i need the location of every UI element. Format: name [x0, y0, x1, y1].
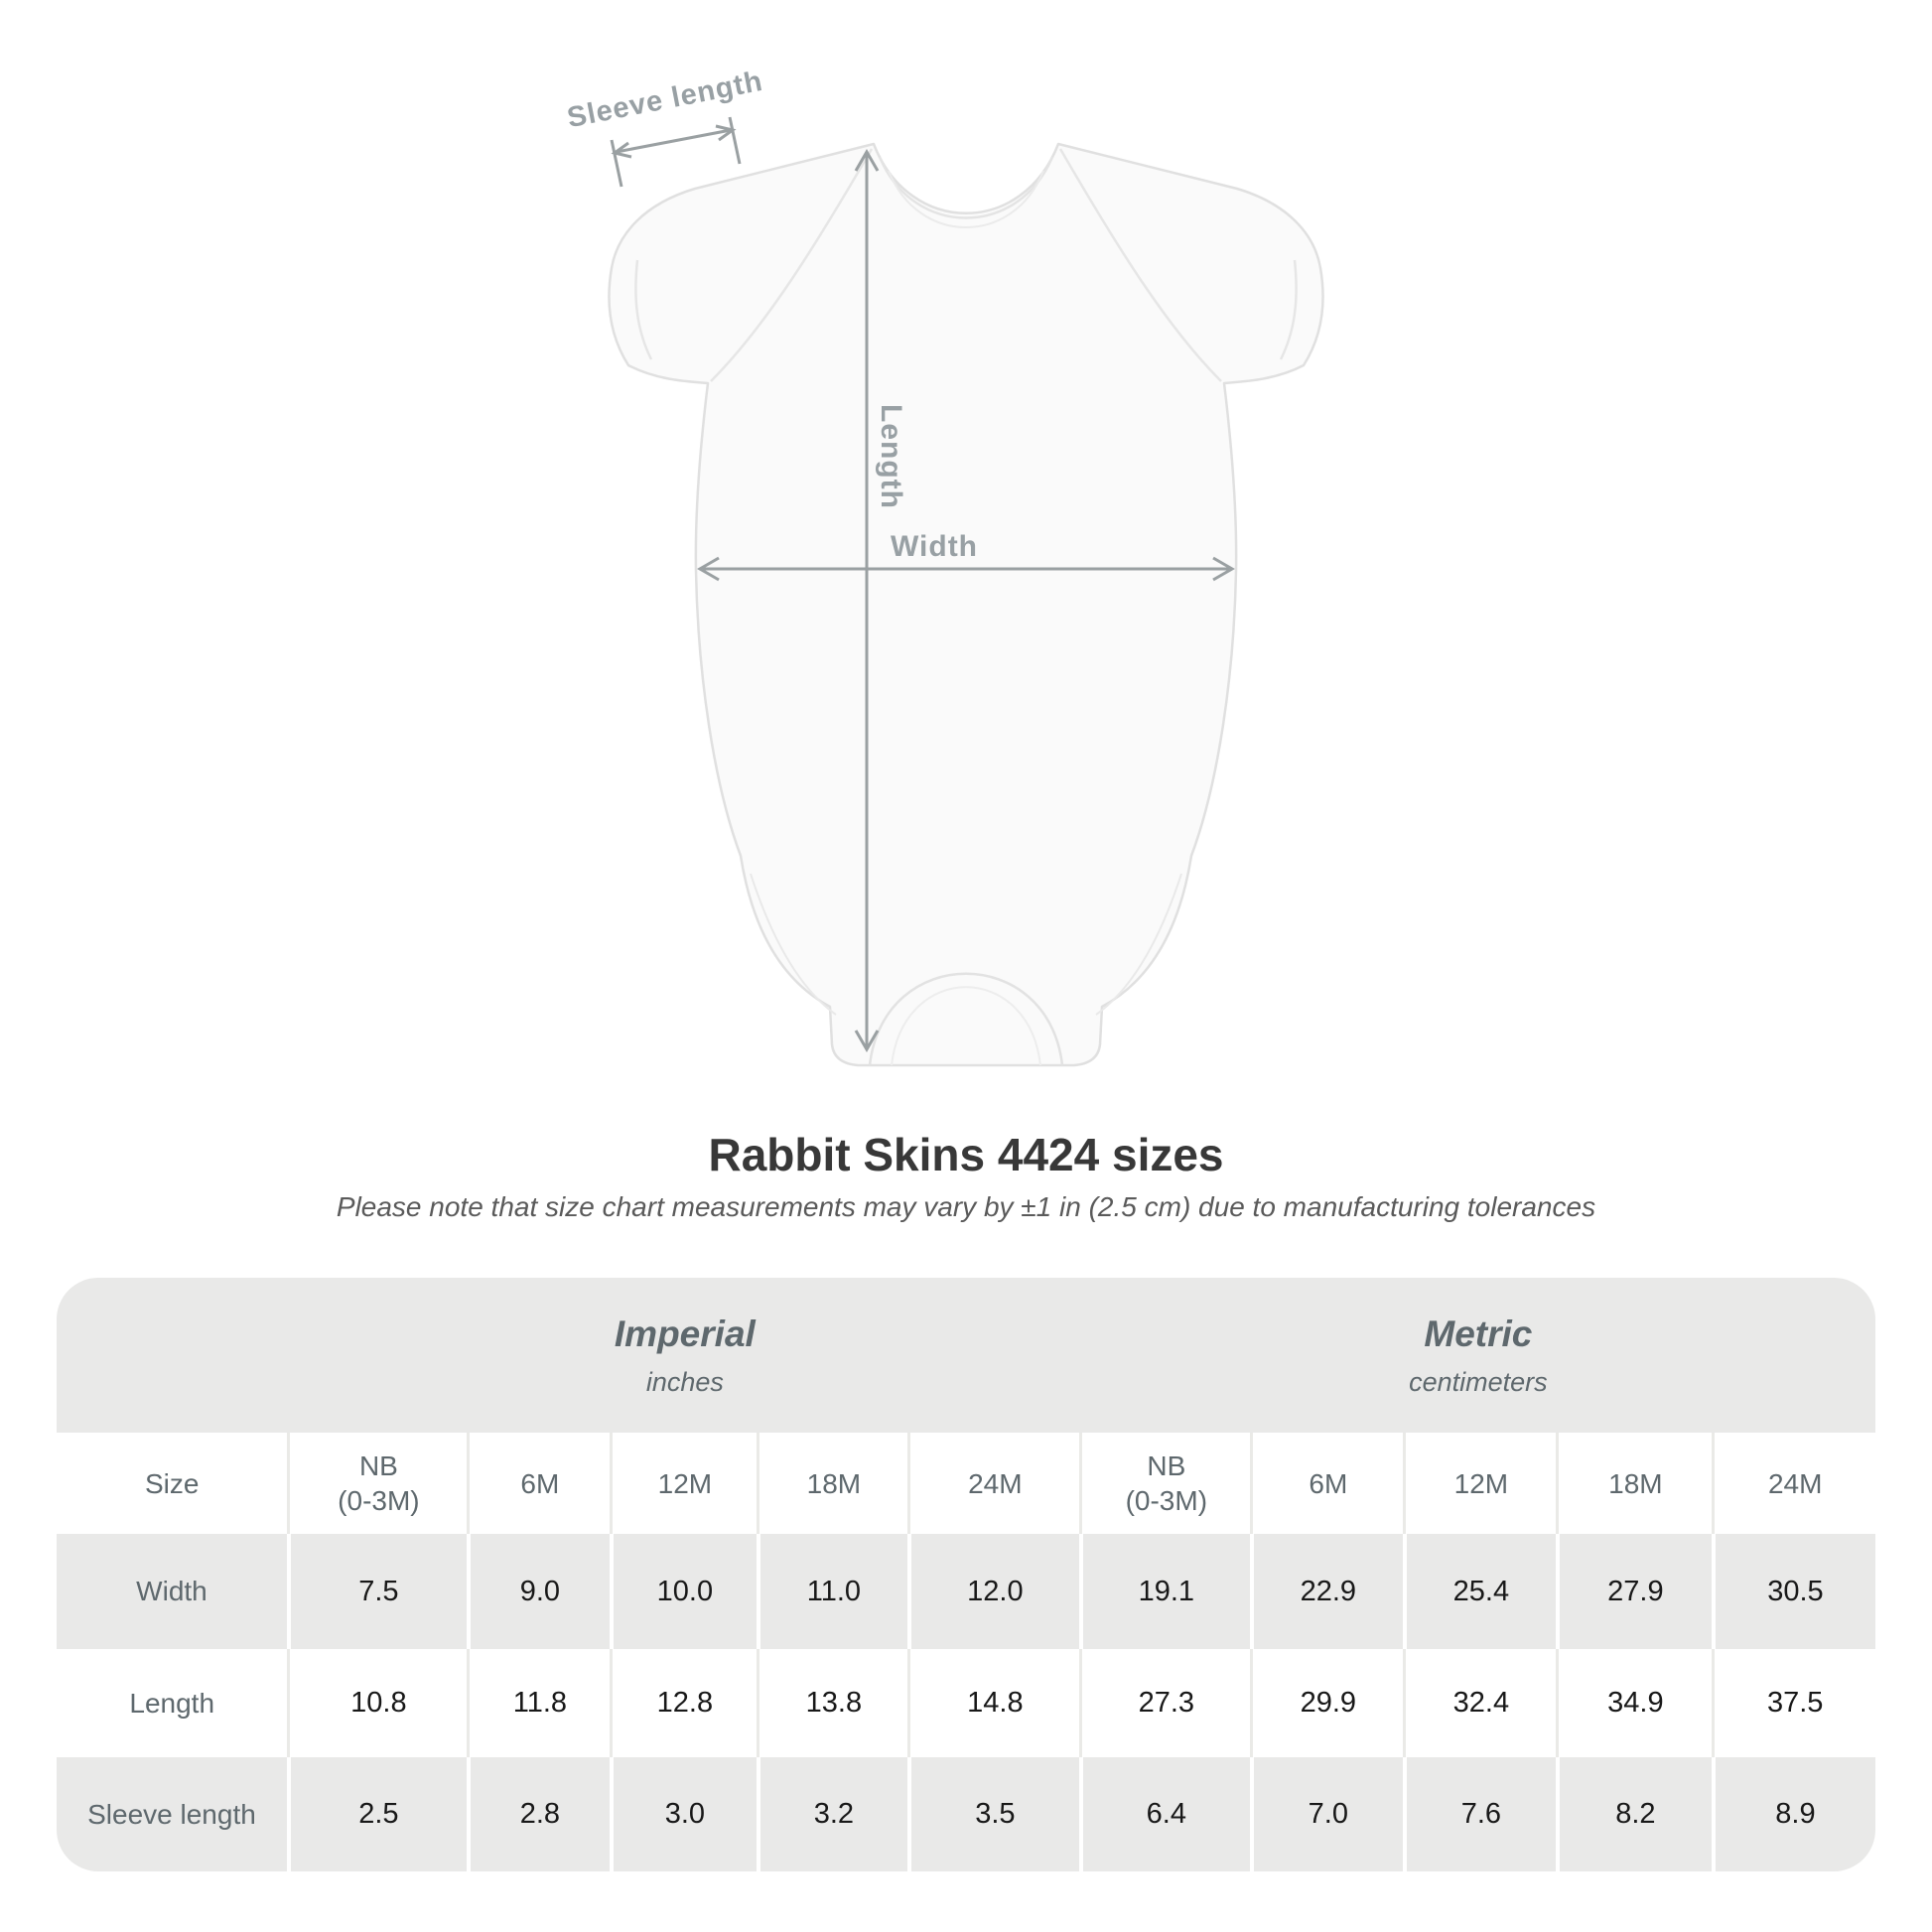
garment-diagram: Sleeve length Length Width — [565, 66, 1324, 1067]
width-24m-metric: 30.5 — [1711, 1534, 1875, 1649]
length-24m-imperial: 14.8 — [907, 1649, 1081, 1757]
garment-diagram-svg — [608, 116, 1324, 1067]
metric-label: Metric — [1424, 1313, 1533, 1354]
width-6m-imperial: 9.0 — [466, 1534, 612, 1649]
length-6m-imperial: 11.8 — [467, 1649, 612, 1757]
sleeve-18m-imperial: 3.2 — [756, 1757, 909, 1871]
table-row-sleeve-length: Sleeve length 2.5 2.8 3.0 3.2 3.5 6.4 7.… — [57, 1757, 1875, 1871]
column-header-row: Size NB (0-3M) 6M 12M 18M 24M NB (0-3M) … — [57, 1433, 1875, 1534]
width-diagram-label: Width — [890, 530, 979, 563]
length-12m-imperial: 12.8 — [610, 1649, 759, 1757]
width-arrow — [697, 556, 1235, 582]
width-nb-imperial: 7.5 — [286, 1534, 469, 1649]
metric-unit-label: centimeters — [1409, 1367, 1548, 1397]
row-label-sleeve-length: Sleeve length — [87, 1798, 256, 1830]
width-nb-metric: 19.1 — [1078, 1534, 1252, 1649]
sleeve-24m-metric: 8.9 — [1711, 1757, 1875, 1871]
sleeve-nb-metric: 6.4 — [1078, 1757, 1252, 1871]
group-spacer-cell — [57, 1278, 289, 1433]
column-header-24m-metric: 24M — [1712, 1433, 1875, 1534]
width-6m-metric: 22.9 — [1249, 1534, 1405, 1649]
sleeve-6m-metric: 7.0 — [1249, 1757, 1405, 1871]
column-header-nb-metric: NB (0-3M) — [1079, 1433, 1252, 1534]
width-18m-imperial: 11.0 — [756, 1534, 909, 1649]
length-nb-metric: 27.3 — [1079, 1649, 1252, 1757]
sleeve-24m-imperial: 3.5 — [906, 1757, 1081, 1871]
width-18m-metric: 27.9 — [1555, 1534, 1714, 1649]
table-row-length: Length 10.8 11.8 12.8 13.8 14.8 27.3 29.… — [57, 1649, 1875, 1757]
width-12m-imperial: 10.0 — [609, 1534, 759, 1649]
column-header-size: Size — [144, 1467, 200, 1499]
sleeve-18m-metric: 8.2 — [1555, 1757, 1714, 1871]
length-18m-imperial: 13.8 — [757, 1649, 909, 1757]
sleeve-12m-metric: 7.6 — [1402, 1757, 1558, 1871]
column-header-12m-imperial: 12M — [610, 1433, 759, 1534]
column-header-12m-metric: 12M — [1403, 1433, 1558, 1534]
imperial-group-header: Imperial inches — [289, 1278, 1081, 1433]
width-24m-imperial: 12.0 — [906, 1534, 1081, 1649]
measurement-arrows — [610, 116, 1235, 1052]
column-header-24m-imperial: 24M — [907, 1433, 1081, 1534]
sleeve-length-arrow — [610, 116, 742, 188]
column-header-6m-metric: 6M — [1250, 1433, 1405, 1534]
tolerance-note: Please note that size chart measurements… — [336, 1191, 1596, 1222]
length-18m-metric: 34.9 — [1556, 1649, 1714, 1757]
column-header-18m-metric: 18M — [1556, 1433, 1714, 1534]
length-12m-metric: 32.4 — [1403, 1649, 1558, 1757]
width-12m-metric: 25.4 — [1402, 1534, 1558, 1649]
onesie-illustration — [608, 142, 1324, 1067]
imperial-unit-label: inches — [645, 1367, 724, 1397]
column-header-6m-imperial: 6M — [467, 1433, 612, 1534]
length-arrow — [854, 149, 880, 1052]
length-24m-metric: 37.5 — [1712, 1649, 1875, 1757]
length-6m-metric: 29.9 — [1250, 1649, 1405, 1757]
sleeve-6m-imperial: 2.8 — [466, 1757, 612, 1871]
sleeve-12m-imperial: 3.0 — [609, 1757, 759, 1871]
length-diagram-label: Length — [875, 404, 907, 509]
metric-group-header: Metric centimeters — [1081, 1278, 1875, 1433]
column-header-nb-imperial: NB (0-3M) — [287, 1433, 469, 1534]
page-title: Rabbit Skins 4424 sizes — [708, 1129, 1224, 1180]
row-label-length: Length — [129, 1687, 215, 1719]
table-row-width: Width 7.5 9.0 10.0 11.0 12.0 19.1 22.9 2… — [57, 1534, 1875, 1649]
column-header-18m-imperial: 18M — [757, 1433, 909, 1534]
sleeve-nb-imperial: 2.5 — [286, 1757, 469, 1871]
size-table: Imperial inches Metric centimeters Size … — [57, 1278, 1875, 1871]
length-nb-imperial: 10.8 — [287, 1649, 469, 1757]
unit-group-row: Imperial inches Metric centimeters — [57, 1278, 1875, 1433]
row-label-width: Width — [136, 1576, 207, 1606]
size-table-grid: Imperial inches Metric centimeters Size … — [57, 1278, 1875, 1871]
imperial-label: Imperial — [614, 1313, 756, 1354]
